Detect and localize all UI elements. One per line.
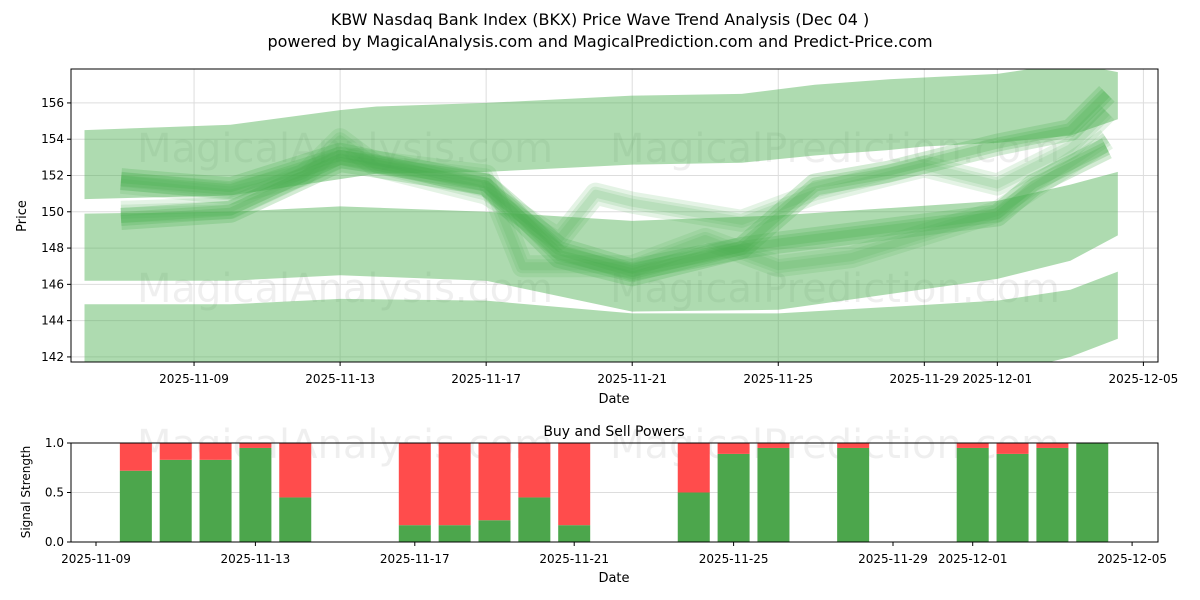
x-tick-label: 2025-11-29 xyxy=(889,372,959,386)
trend-band xyxy=(84,171,1118,312)
sell-bar xyxy=(199,443,232,460)
x-tick-label: 2025-12-01 xyxy=(962,372,1032,386)
x-tick-label: 2025-12-01 xyxy=(938,552,1008,566)
wave-line xyxy=(120,142,1110,283)
wave-line xyxy=(120,138,1112,287)
x-tick-label: 2025-12-05 xyxy=(1109,372,1179,386)
y-tick-label: 142 xyxy=(41,350,64,364)
buy-bar xyxy=(1076,443,1109,542)
x-tick-label: 2025-11-25 xyxy=(699,552,769,566)
wave-line xyxy=(120,91,1110,274)
sell-bar xyxy=(518,443,551,498)
plot-area: MagicalAnalysis.com MagicalAnalysis.com Ma… xyxy=(71,69,1158,362)
buy-bar xyxy=(398,525,431,542)
y-tick-label: 0.0 xyxy=(45,535,64,549)
x-tick-label: 2025-11-13 xyxy=(305,372,375,386)
x-tick-label: 2025-12-05 xyxy=(1097,552,1167,566)
buy-bar xyxy=(159,459,192,542)
wave-line xyxy=(120,109,1110,243)
sell-bar xyxy=(398,443,431,526)
sell-bar xyxy=(1036,443,1069,448)
wave-line xyxy=(120,144,1109,280)
y-tick-label: 146 xyxy=(41,277,64,291)
buy-bar xyxy=(239,447,272,542)
sell-bar xyxy=(677,443,710,493)
watermark: MagicalAnalysis.com xyxy=(137,126,553,172)
x-tick-label: 2025-11-13 xyxy=(221,552,291,566)
sell-bar xyxy=(279,443,312,498)
y-tick-label: 144 xyxy=(41,314,64,328)
x-tick-label: 2025-11-21 xyxy=(539,552,609,566)
y-tick-label: 150 xyxy=(41,205,64,219)
chart-title: KBW Nasdaq Bank Index (BKX) Price Wave T… xyxy=(330,10,870,29)
buy-bar xyxy=(677,492,710,542)
watermark: MagicalPrediction.com xyxy=(610,126,1060,172)
y-axis-label: Signal Strength xyxy=(19,446,33,539)
y-tick-label: 152 xyxy=(41,168,64,182)
buy-bar xyxy=(996,453,1029,542)
x-tick-label: 2025-11-17 xyxy=(380,552,450,566)
sell-bar xyxy=(717,443,750,454)
trend-band xyxy=(84,271,1118,362)
sell-bar xyxy=(996,443,1029,454)
y-tick-label: 156 xyxy=(41,96,64,110)
y-tick-label: 1.0 xyxy=(45,436,64,450)
wave-line xyxy=(119,104,1115,250)
x-tick-label: 2025-11-09 xyxy=(61,552,131,566)
wave-line xyxy=(120,133,1111,274)
watermark: MagicalPrediction.com xyxy=(610,266,1060,312)
buy-bar xyxy=(478,520,511,542)
x-tick-label: 2025-11-17 xyxy=(451,372,521,386)
x-axis-label: Date xyxy=(598,571,629,586)
subchart-title: Buy and Sell Powers xyxy=(543,424,684,440)
x-axis-label: Date xyxy=(598,392,629,407)
sell-bar xyxy=(438,443,471,526)
plot-frame xyxy=(70,68,1159,363)
y-tick-label: 148 xyxy=(41,241,64,255)
buy-bar xyxy=(438,525,471,542)
sell-bar xyxy=(956,443,989,448)
x-tick-label: 2025-11-25 xyxy=(743,372,813,386)
sell-bar xyxy=(757,443,790,448)
buy-bar xyxy=(956,447,989,542)
buy-bar xyxy=(837,447,870,542)
sell-bar xyxy=(558,443,591,526)
buy-bar xyxy=(1036,447,1069,542)
y-tick-label: 0.5 xyxy=(45,486,64,500)
sell-bar xyxy=(837,443,870,448)
wave-line xyxy=(120,130,1113,278)
x-tick-label: 2025-11-09 xyxy=(159,372,229,386)
buy-bar xyxy=(279,497,312,542)
buy-bar xyxy=(757,447,790,542)
watermark: MagicalAnalysis.com xyxy=(137,266,553,312)
wave-line xyxy=(120,88,1112,277)
sell-bar xyxy=(239,443,272,448)
y-axis-label: Price xyxy=(15,200,30,232)
wave-line xyxy=(120,135,1110,271)
buy-bar xyxy=(119,470,152,542)
x-tick-label: 2025-11-29 xyxy=(858,552,928,566)
trend-band xyxy=(84,69,1118,200)
x-tick-label: 2025-11-21 xyxy=(597,372,667,386)
chart-subtitle: powered by MagicalAnalysis.com and Magic… xyxy=(267,32,933,51)
wave-line xyxy=(120,86,1115,281)
buy-bar xyxy=(558,525,591,542)
sell-bar xyxy=(159,443,192,460)
y-tick-label: 154 xyxy=(41,132,64,146)
wave-line xyxy=(120,107,1112,246)
buy-bar xyxy=(199,459,232,542)
buy-bar xyxy=(717,453,750,542)
buy-bar xyxy=(518,497,551,542)
sell-bar xyxy=(478,443,511,521)
sell-bar xyxy=(119,443,152,471)
